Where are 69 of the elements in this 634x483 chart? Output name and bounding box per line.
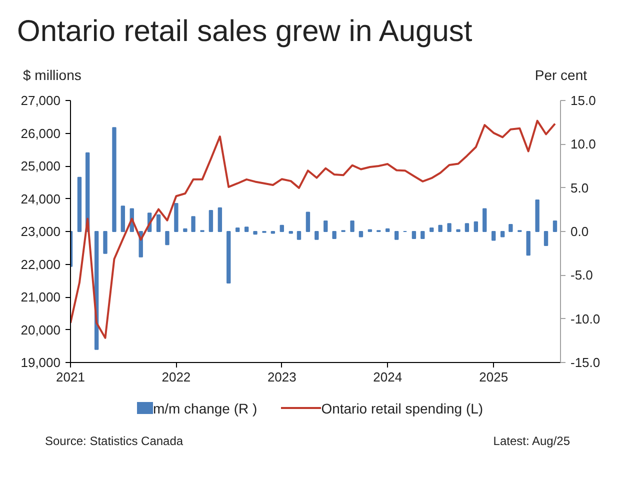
- bar: [112, 127, 116, 232]
- bar: [412, 231, 416, 239]
- bar: [236, 228, 240, 232]
- bar: [314, 231, 319, 240]
- bar: [482, 208, 487, 232]
- bar: [394, 231, 399, 240]
- bar: [535, 200, 540, 232]
- bar: [474, 221, 478, 232]
- x-tick-label: 2023: [267, 370, 296, 384]
- y2-axis-title: Per cent: [534, 66, 587, 85]
- bar: [191, 216, 196, 232]
- legend-label: m/m change (R ): [152, 400, 258, 416]
- bar: [386, 228, 390, 232]
- bar: [500, 231, 505, 238]
- bar: [253, 231, 258, 235]
- bar: [280, 224, 284, 232]
- bar: [77, 176, 82, 232]
- x-tick-label: 2022: [162, 370, 191, 384]
- y-tick-label: 26,000: [20, 126, 61, 141]
- bar: [324, 220, 328, 232]
- bar: [306, 212, 310, 232]
- bar: [420, 231, 425, 239]
- y-tick-label: 20,000: [20, 322, 61, 338]
- x-tick-label: 2021: [56, 370, 85, 384]
- bar: [244, 226, 249, 232]
- bar: [296, 231, 302, 240]
- x-tick-label: 2025: [479, 370, 508, 384]
- bar: [103, 231, 108, 254]
- bar: [350, 220, 354, 232]
- y2-tick-label: 0.0: [570, 224, 589, 239]
- y-tick-label: 19,000: [20, 355, 61, 370]
- y2-tick-label: 10.0: [570, 136, 596, 152]
- bar: [552, 220, 558, 232]
- bar: [358, 231, 364, 238]
- y2-tick-label: -5.0: [570, 268, 593, 283]
- bar: [492, 231, 496, 241]
- y2-tick-label: -10.0: [570, 311, 600, 326]
- bar: [508, 224, 513, 232]
- bar: [332, 231, 336, 239]
- line-series: [70, 120, 556, 339]
- bar: [464, 223, 470, 232]
- bar: [174, 203, 178, 232]
- bar: [120, 206, 126, 232]
- source-note: Source: Statistics Canada: [45, 433, 184, 450]
- y-tick-label: 22,000: [20, 256, 61, 272]
- bar: [208, 210, 214, 232]
- y-axis-title: $ millions: [23, 66, 82, 85]
- bar: [438, 224, 442, 232]
- bar: [526, 231, 530, 256]
- y-tick-label: 24,000: [20, 191, 61, 206]
- y-tick-label: 25,000: [20, 158, 61, 174]
- y2-tick-label: 15.0: [570, 93, 596, 108]
- y-tick-label: 21,000: [20, 290, 61, 304]
- y-tick-label: 23,000: [20, 224, 61, 239]
- bar: [218, 207, 222, 232]
- text: Latest: Aug/25: [493, 433, 570, 450]
- x-tick-label: 2024: [373, 370, 402, 384]
- bar: [156, 214, 161, 232]
- legend-label: Ontario retail spending (L): [321, 400, 484, 416]
- chart-title: Ontario retail sales grew in August: [16, 14, 474, 50]
- y2-tick-label: 5.0: [570, 180, 589, 196]
- y-tick-label: 27,000: [20, 93, 61, 108]
- bar: [447, 223, 452, 232]
- bar: [544, 231, 548, 246]
- bar: [430, 228, 434, 232]
- y2-tick-label: -15.0: [570, 355, 600, 370]
- bar: [226, 231, 231, 284]
- bar: [165, 231, 170, 246]
- bar: [183, 228, 188, 232]
